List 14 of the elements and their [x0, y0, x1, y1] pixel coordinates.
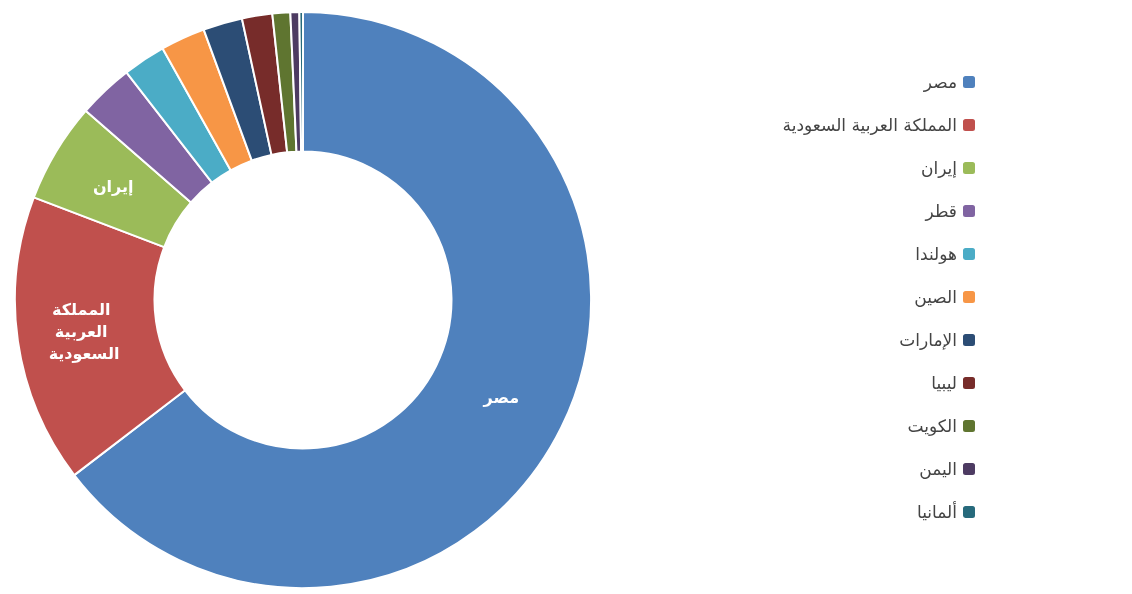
legend-label: ليبيا: [931, 373, 957, 393]
slice-label: المملكة العربية السعودية: [48, 300, 120, 364]
legend-label: قطر: [924, 201, 957, 221]
slice-label: إيران: [92, 176, 134, 196]
legend-label: اليمن: [919, 459, 957, 479]
legend-label: الكويت: [907, 416, 957, 436]
legend-label: الصين: [914, 287, 957, 307]
legend-label: هولندا: [915, 244, 957, 264]
legend-label: ألمانيا: [917, 501, 957, 522]
slice-label: مصر: [482, 388, 520, 408]
legend-label: المملكة العربية السعودية: [782, 115, 957, 135]
legend-label: مصر: [922, 72, 957, 92]
legend-label: الإمارات: [899, 330, 957, 350]
legend-label: إيران: [920, 158, 957, 178]
